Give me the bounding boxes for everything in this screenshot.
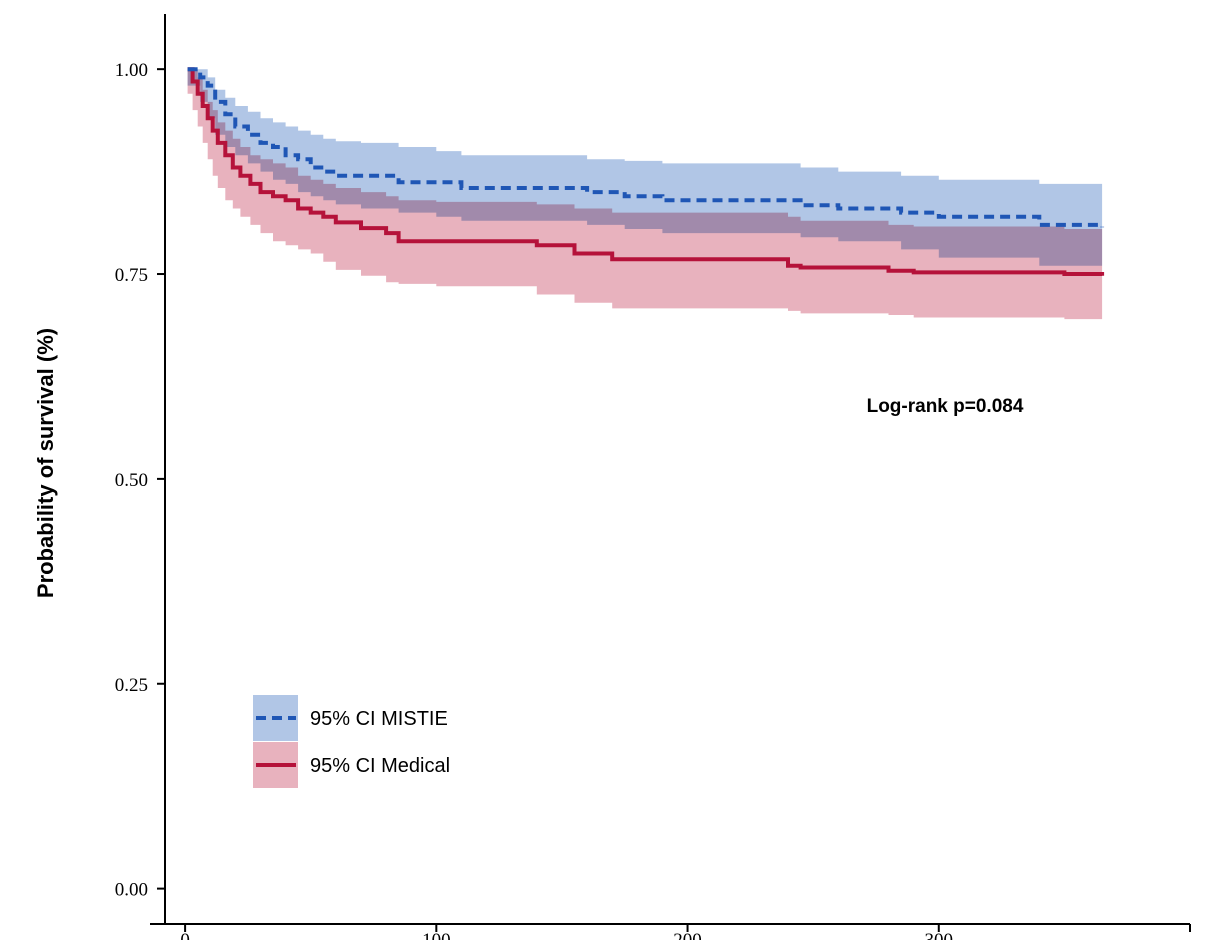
x-tick-label: 200 xyxy=(673,930,702,940)
legend-item-medical: 95% CI Medical xyxy=(253,742,450,788)
mistie-ci-band xyxy=(187,69,1103,266)
legend: 95% CI MISTIE 95% CI Medical xyxy=(253,695,450,788)
y-tick-label: 0.00 xyxy=(115,880,148,901)
x-tick-label: 300 xyxy=(925,930,954,940)
legend-label: 95% CI Medical xyxy=(310,755,450,777)
y-tick-label: 0.50 xyxy=(115,470,148,491)
x-tick-label: 0 xyxy=(180,930,190,940)
log-rank-annotation: Log-rank p=0.084 xyxy=(867,396,1024,417)
y-axis-title: Probability of survival (%) xyxy=(33,328,58,598)
plot-area xyxy=(187,67,1105,320)
axes: 0.00 0.25 0.50 0.75 1.00 0 100 200 300 xyxy=(115,14,1191,940)
y-tick-label: 0.25 xyxy=(115,675,148,696)
y-tick-label: 1.00 xyxy=(115,60,148,81)
y-tick-label: 0.75 xyxy=(115,265,148,286)
legend-item-mistie: 95% CI MISTIE xyxy=(253,695,448,741)
medical-ci-band xyxy=(187,69,1103,320)
x-tick-label: 100 xyxy=(422,930,451,940)
mistie-survival-line xyxy=(187,67,1105,228)
legend-label: 95% CI MISTIE xyxy=(310,708,448,730)
medical-survival-line xyxy=(187,67,1105,276)
